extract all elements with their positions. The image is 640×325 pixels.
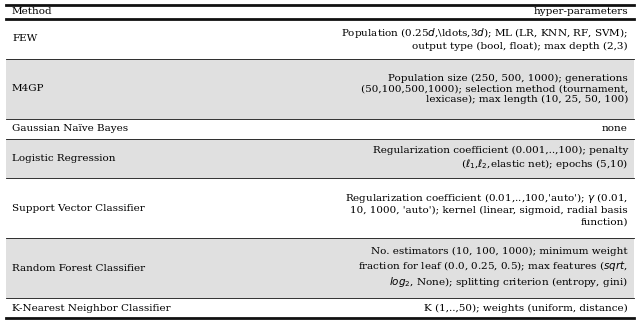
Text: K (1,..,50); weights (uniform, distance): K (1,..,50); weights (uniform, distance) xyxy=(424,304,628,313)
Text: hyper-parameters: hyper-parameters xyxy=(533,7,628,17)
Text: none: none xyxy=(602,124,628,133)
Text: Random Forest Classifier: Random Forest Classifier xyxy=(12,264,145,273)
Text: Population (0.25$d$,\ldots,3$d$); ML (LR, KNN, RF, SVM);
output type (bool, floa: Population (0.25$d$,\ldots,3$d$); ML (LR… xyxy=(341,26,628,51)
Text: Method: Method xyxy=(12,7,52,17)
Text: Regularization coefficient (0.01,..,100,'auto'); $\gamma$ (0.01,
10, 1000, 'auto: Regularization coefficient (0.01,..,100,… xyxy=(345,190,628,226)
Text: FEW: FEW xyxy=(12,34,37,44)
Bar xyxy=(6,138,634,178)
Text: Logistic Regression: Logistic Regression xyxy=(12,154,115,163)
Text: M4GP: M4GP xyxy=(12,84,45,93)
Bar xyxy=(6,238,634,298)
Text: No. estimators (10, 100, 1000); minimum weight
fraction for leaf (0.0, 0.25, 0.5: No. estimators (10, 100, 1000); minimum … xyxy=(358,247,628,289)
Text: Regularization coefficient (0.001,..,100); penalty
($\ell_1$,$\ell_2$,elastic ne: Regularization coefficient (0.001,..,100… xyxy=(372,146,628,171)
Text: Support Vector Classifier: Support Vector Classifier xyxy=(12,204,145,213)
Text: Gaussian Naïve Bayes: Gaussian Naïve Bayes xyxy=(12,124,128,133)
Bar xyxy=(6,59,634,119)
Text: Population size (250, 500, 1000); generations
(50,100,500,1000); selection metho: Population size (250, 500, 1000); genera… xyxy=(361,73,628,104)
Text: K-Nearest Neighbor Classifier: K-Nearest Neighbor Classifier xyxy=(12,304,171,313)
